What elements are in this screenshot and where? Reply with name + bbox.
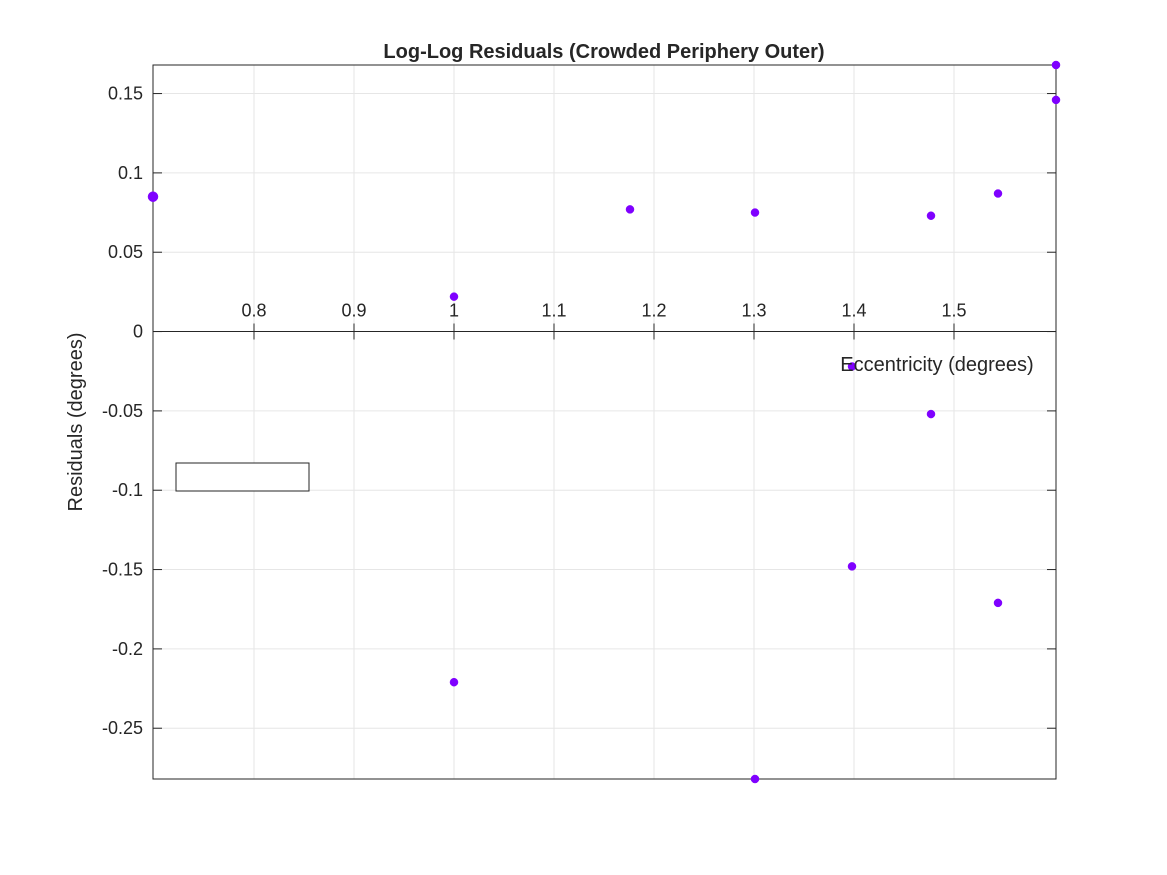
scatter-point (993, 189, 1003, 198)
scatter-point (993, 598, 1003, 608)
legend-box (175, 462, 310, 492)
scatter-point (1051, 95, 1061, 105)
y-axis-label: Residuals (degrees) (65, 333, 87, 512)
scatter-point (750, 208, 760, 217)
x-axis: 0.8 0.9 1 1.1 1.2 1.3 1.4 1.5 (153, 301, 1056, 340)
scatter-point (926, 409, 936, 419)
y-tick-label: -0.1 (112, 480, 143, 500)
scatter-points (147, 60, 1061, 784)
scatter-point (847, 562, 857, 571)
scatter-point (449, 677, 459, 687)
scatter-point (1051, 60, 1061, 70)
scatter-point (926, 211, 936, 220)
scatter-point (750, 774, 760, 784)
scatter-point (625, 205, 635, 214)
plot-area: 0.8 0.9 1 1.1 1.2 1.3 1.4 1.5 0.15 0.1 0.05 0 -0.05… (102, 60, 1061, 784)
y-tick-label: 0.15 (108, 84, 143, 104)
x-tick-label: 0.8 (241, 301, 266, 321)
y-tick-label: -0.15 (102, 560, 143, 580)
x-tick-label: 1.1 (541, 301, 566, 321)
y-tick-label: -0.25 (102, 718, 143, 738)
y-tick-label: -0.05 (102, 401, 143, 421)
x-tick-label: 1 (449, 301, 459, 321)
x-tick-label: 1.4 (841, 301, 866, 321)
chart-title: Log-Log Residuals (Crowded Periphery Out… (383, 41, 824, 63)
y-tick-label: 0.1 (118, 163, 143, 183)
x-axis-label: Eccentricity (degrees) (840, 354, 1033, 376)
scatter-point (147, 191, 159, 202)
y-tick-label: -0.2 (112, 639, 143, 659)
y-tick-label: 0 (133, 322, 143, 342)
x-tick-label: 1.3 (741, 301, 766, 321)
axes-box (152, 64, 1057, 780)
scatter-point (847, 362, 857, 371)
x-tick-label: 1.5 (941, 301, 966, 321)
y-tick-label: 0.05 (108, 242, 143, 262)
x-tick-label: 1.2 (641, 301, 666, 321)
x-tick-label: 0.9 (341, 301, 366, 321)
y-axis: 0.15 0.1 0.05 0 -0.05 -0.1 -0.15 -0.2 -0.25 (102, 84, 1056, 738)
scatter-point (449, 292, 459, 301)
